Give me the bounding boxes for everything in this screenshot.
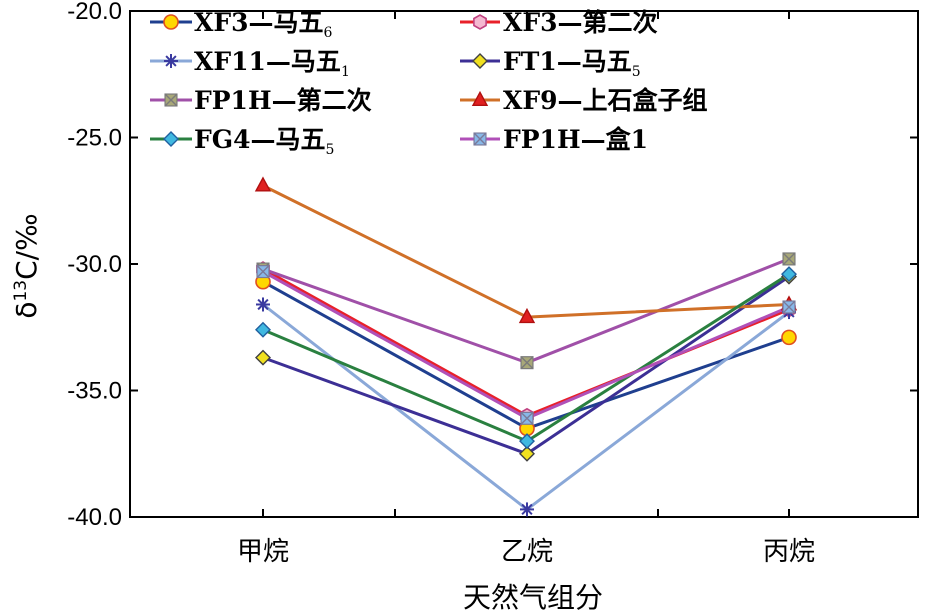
x-tick-label: 甲烷 <box>237 537 289 567</box>
data-point <box>163 131 179 147</box>
series-3-markers <box>256 297 796 517</box>
y-axis-title-rest: C/‰ <box>10 213 43 280</box>
data-point <box>519 445 535 462</box>
data-point <box>164 54 178 68</box>
legend-label: XF3—马五6 <box>194 8 333 41</box>
data-point <box>255 321 271 338</box>
data-point <box>520 411 534 425</box>
data-point <box>473 132 487 146</box>
x-axis-title: 天然气组分 <box>463 581 603 614</box>
series-7-markers <box>255 266 797 450</box>
data-point-stroke <box>782 252 796 266</box>
data-point-stroke <box>520 411 534 425</box>
legend-item: XF3—马五6 <box>150 8 333 41</box>
data-point <box>520 502 534 517</box>
data-point-stroke <box>164 93 178 107</box>
x-tick-label: 乙烷 <box>501 537 553 567</box>
data-point <box>782 300 796 314</box>
legend-label: FT1—马五5 <box>503 47 641 80</box>
legend-label-main: FT1—马五 <box>503 47 632 76</box>
legend-label-sub: 5 <box>632 64 641 80</box>
data-point <box>473 14 487 30</box>
data-point <box>163 14 179 30</box>
data-point <box>518 307 536 324</box>
series-line <box>262 270 790 420</box>
data-point-stroke <box>782 300 796 314</box>
y-axis-title-delta: δ <box>10 302 43 319</box>
legend-item: XF3—第二次 <box>460 8 658 37</box>
legend-item: FT1—马五5 <box>460 47 641 80</box>
legend-label: XF11—马五1 <box>194 47 350 80</box>
series-8 <box>262 270 790 420</box>
y-tick-label: -35.0 <box>67 378 122 405</box>
series-2-markers <box>256 261 796 424</box>
legend-label: FP1H—盒1 <box>503 125 648 154</box>
data-point <box>781 266 797 283</box>
data-point-stroke <box>520 356 534 370</box>
legend-item: XF11—马五1 <box>150 47 350 80</box>
legend-label-main: XF3—第二次 <box>503 8 658 37</box>
legend-label: XF3—第二次 <box>503 8 658 37</box>
y-tick-label: -30.0 <box>67 251 122 278</box>
legend-item: FP1H—盒1 <box>460 125 648 154</box>
legend-item: XF9—上石盒子组 <box>460 86 708 115</box>
series-layer <box>254 176 798 517</box>
legend-label-sub: 5 <box>326 142 335 158</box>
legend-label-main: XF3—马五 <box>194 8 324 37</box>
series-8-markers <box>256 265 796 425</box>
legend-label: XF9—上石盒子组 <box>503 86 708 115</box>
legend-label: FG4—马五5 <box>194 125 334 158</box>
series-1 <box>262 280 790 430</box>
data-point <box>782 252 796 266</box>
data-point <box>164 93 178 107</box>
data-point <box>519 433 535 450</box>
data-point <box>781 329 797 346</box>
series-3 <box>262 303 790 511</box>
data-point <box>256 297 270 312</box>
legend-label-main: XF9—上石盒子组 <box>503 86 708 115</box>
legend-label-main: FP1H—盒1 <box>503 125 648 154</box>
data-point <box>254 176 272 192</box>
legend-label-sub: 1 <box>341 64 350 80</box>
data-point <box>255 349 271 366</box>
legend-label-sub: 6 <box>324 25 333 41</box>
data-point <box>471 90 489 107</box>
series-line <box>262 280 790 430</box>
y-axis-title-sup: 13 <box>11 280 31 302</box>
legend-label-main: XF11—马五 <box>194 47 341 76</box>
y-tick-label: -20.0 <box>67 0 122 25</box>
y-axis-title: δ13C/‰ <box>10 213 43 318</box>
data-point <box>256 265 270 279</box>
series-line <box>262 303 790 511</box>
data-point <box>472 53 488 69</box>
legend-label-main: FP1H—第二次 <box>194 86 372 115</box>
series-6-markers <box>254 176 798 324</box>
x-tick-label: 丙烷 <box>763 537 815 567</box>
legend-item: FP1H—第二次 <box>150 86 372 115</box>
legend-label: FP1H—第二次 <box>194 86 372 115</box>
data-point <box>520 356 534 370</box>
y-tick-label: -25.0 <box>67 125 122 152</box>
data-point-stroke <box>473 132 487 146</box>
axes-layer: -20.0 -25.0 -30.0 -35.0 -40.0 甲烷 乙烷 丙烷 <box>67 0 919 567</box>
legend-label-main: FG4—马五 <box>194 125 326 154</box>
data-point-stroke <box>256 265 270 279</box>
legend-item: FG4—马五5 <box>150 125 334 158</box>
y-tick-label: -40.0 <box>67 504 122 531</box>
